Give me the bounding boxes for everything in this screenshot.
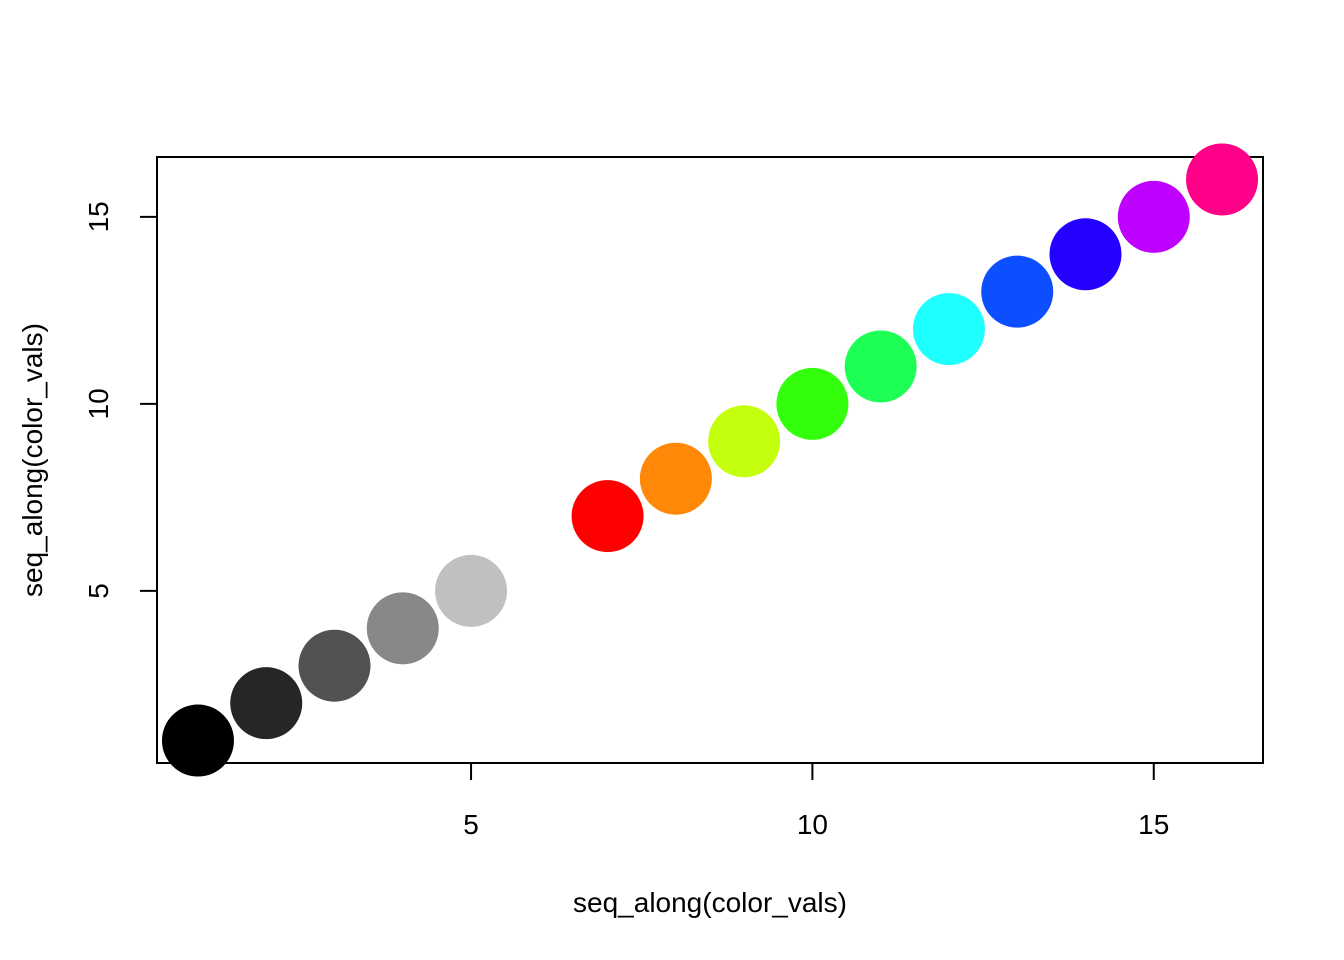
data-point-2 [230,667,303,740]
data-point-6 [503,517,576,590]
x-tick-label: 10 [797,809,828,840]
y-tick-label: 5 [83,583,114,599]
data-point-8 [639,442,712,515]
data-point-16 [1186,143,1259,216]
data-point-10 [776,367,849,440]
x-tick-label: 15 [1138,809,1169,840]
data-point-9 [708,405,781,478]
data-point-5 [435,554,508,627]
points-layer [161,143,1259,777]
data-point-13 [981,255,1054,328]
data-point-12 [912,293,985,366]
data-point-1 [161,704,234,777]
x-axis-label: seq_along(color_vals) [573,887,847,918]
data-point-7 [571,480,644,553]
data-point-14 [1049,218,1122,291]
data-point-4 [366,592,439,665]
y-axis: 5 10 15 [83,201,158,599]
x-tick-label: 5 [463,809,479,840]
data-point-3 [298,629,371,702]
data-point-11 [844,330,917,403]
data-point-15 [1117,180,1190,253]
y-tick-label: 15 [83,201,114,232]
x-axis: 5 10 15 [463,762,1169,840]
y-axis-label: seq_along(color_vals) [17,323,48,597]
y-tick-label: 10 [83,388,114,419]
